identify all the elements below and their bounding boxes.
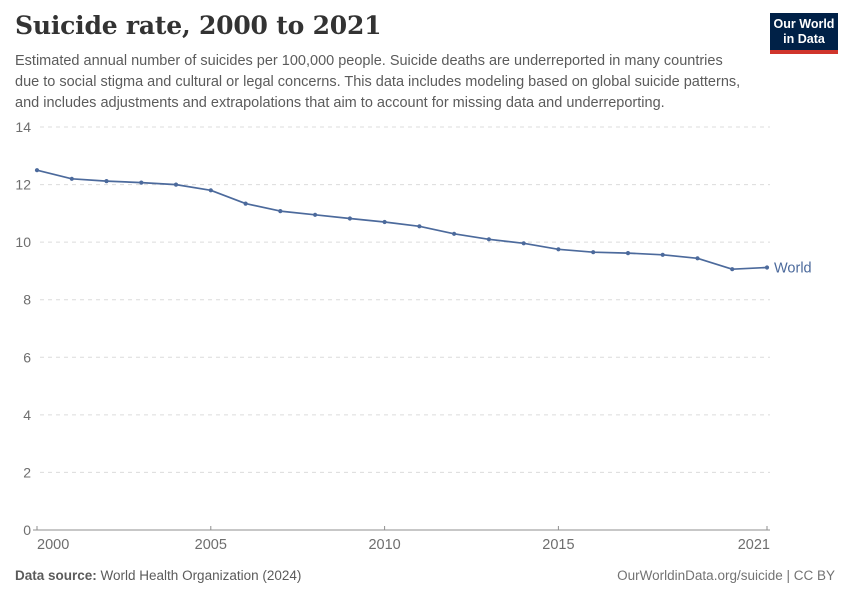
x-tick-label: 2000 bbox=[37, 537, 69, 553]
y-tick-label: 14 bbox=[15, 119, 31, 135]
data-point[interactable] bbox=[556, 247, 561, 252]
data-point[interactable] bbox=[104, 179, 109, 184]
data-point[interactable] bbox=[660, 252, 665, 257]
y-tick-label: 12 bbox=[15, 177, 31, 193]
y-tick-label: 10 bbox=[15, 234, 31, 250]
owid-logo-line1: Our World bbox=[773, 17, 835, 31]
data-point[interactable] bbox=[521, 241, 526, 246]
data-point[interactable] bbox=[417, 224, 422, 229]
y-tick-label: 8 bbox=[23, 292, 31, 308]
y-tick-label: 6 bbox=[23, 349, 31, 365]
data-point[interactable] bbox=[173, 182, 179, 187]
chart-title: Suicide rate, 2000 to 2021 bbox=[15, 11, 382, 40]
chart-svg[interactable]: 0 2 4 6 8 10 12 14 2000 2005 2010 2015 2021 World bbox=[0, 113, 850, 563]
data-point[interactable] bbox=[625, 251, 631, 256]
data-source-value: World Health Organization (2024) bbox=[96, 568, 302, 583]
data-point[interactable] bbox=[243, 201, 248, 206]
data-point[interactable] bbox=[69, 176, 74, 181]
chart-subtitle: Estimated annual number of suicides per … bbox=[15, 51, 740, 114]
data-point[interactable] bbox=[730, 267, 735, 272]
data-source: Data source: World Health Organization (… bbox=[15, 568, 301, 583]
owid-logo[interactable]: Our World in Data bbox=[770, 13, 838, 54]
data-point[interactable] bbox=[764, 265, 770, 270]
y-tick-label: 0 bbox=[23, 522, 31, 538]
data-point[interactable] bbox=[278, 209, 283, 214]
owid-logo-line2: in Data bbox=[783, 32, 825, 46]
data-point[interactable] bbox=[452, 231, 457, 236]
y-tick-label: 2 bbox=[23, 464, 31, 480]
x-tick-label: 2005 bbox=[195, 537, 227, 553]
series-label: World bbox=[774, 261, 812, 277]
data-point[interactable] bbox=[139, 180, 144, 185]
data-point[interactable] bbox=[313, 212, 318, 217]
y-tick-label: 4 bbox=[23, 407, 31, 423]
data-source-label: Data source: bbox=[15, 568, 97, 583]
world-line[interactable] bbox=[36, 169, 768, 271]
data-point[interactable] bbox=[347, 216, 352, 221]
x-tick-label: 2021 bbox=[738, 537, 770, 553]
data-point[interactable] bbox=[486, 237, 491, 242]
subtitle-line: Estimated annual number of suicides per … bbox=[15, 53, 723, 69]
x-tick-label: 2015 bbox=[542, 537, 574, 553]
data-point[interactable] bbox=[208, 188, 213, 193]
attribution-link[interactable]: OurWorldinData.org/suicide | CC BY bbox=[617, 568, 835, 583]
data-point[interactable] bbox=[382, 219, 387, 225]
x-tick-label: 2010 bbox=[368, 537, 400, 553]
data-point[interactable] bbox=[34, 168, 40, 173]
subtitle-line: due to social stigma and cultural or leg… bbox=[15, 74, 741, 90]
subtitle-line: and includes adjustments and extrapolati… bbox=[15, 95, 665, 111]
data-point[interactable] bbox=[695, 256, 700, 261]
data-point[interactable] bbox=[591, 250, 596, 255]
